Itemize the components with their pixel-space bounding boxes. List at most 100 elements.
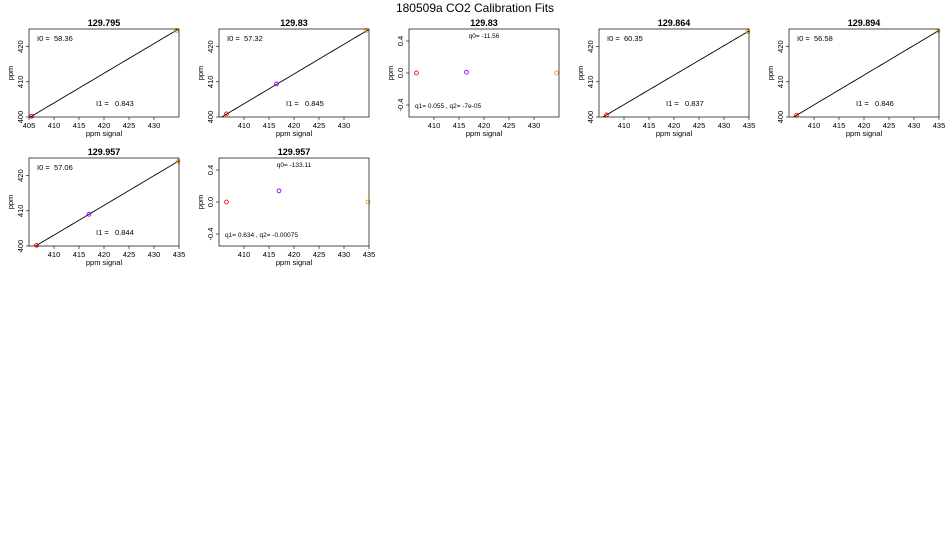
x-tick-label: 415	[73, 250, 86, 259]
y-tick-label: 400	[16, 240, 25, 253]
y-tick-label: 410	[206, 76, 215, 89]
x-tick-label: 430	[338, 121, 351, 130]
fit-annotation-label: I0 =	[797, 34, 810, 43]
x-tick-label: 405	[23, 121, 36, 130]
fit-annotation-value: 0.844	[115, 228, 134, 237]
x-tick-label: 420	[858, 121, 871, 130]
fit-annotation-label: I1 =	[96, 99, 109, 108]
x-axis-label: ppm signal	[466, 129, 503, 138]
data-point-high	[175, 159, 181, 164]
fit-line	[792, 30, 939, 117]
x-tick-label: 420	[288, 250, 301, 259]
x-tick-label: 415	[263, 250, 276, 259]
y-tick-label: -0.4	[206, 228, 215, 241]
fit-annotation-label: I1 =	[96, 228, 109, 237]
data-point-mid	[86, 211, 92, 217]
y-tick-label: 420	[586, 40, 595, 53]
fit-line	[602, 30, 749, 117]
panel-title: 129.83	[470, 18, 498, 28]
fit-line	[220, 29, 369, 117]
x-axis-label: ppm signal	[276, 129, 313, 138]
x-tick-label: 410	[238, 121, 251, 130]
panel-grid: 129.795 405 410 415 420 425 430 ppm signal 400 41…	[6, 18, 945, 267]
y-tick-label: 420	[206, 40, 215, 53]
calibration-panel: 129.864 410 415 420 425 430 435 ppm signal 400 41…	[576, 18, 755, 138]
y-tick-label: 0.0	[396, 68, 405, 78]
panel-title: 129.957	[278, 147, 311, 157]
y-axis-label: ppm	[576, 66, 585, 81]
panel-title: 129.795	[88, 18, 121, 28]
x-axis-label: ppm signal	[656, 129, 693, 138]
y-tick-label: 400	[776, 111, 785, 124]
panel-title: 129.894	[848, 18, 881, 28]
y-axis-label: ppm	[766, 66, 775, 81]
y-tick-label: 400	[206, 111, 215, 124]
x-tick-label: 425	[693, 121, 706, 130]
fit-annotation-label: I1 =	[666, 99, 679, 108]
x-tick-label: 415	[73, 121, 86, 130]
x-tick-label: 435	[743, 121, 756, 130]
fit-annotation: q0= -11.56	[469, 33, 500, 40]
fit-annotation-value: 60.35	[624, 34, 643, 43]
y-tick-label: 420	[776, 40, 785, 53]
x-tick-label: 415	[263, 121, 276, 130]
data-point-high	[364, 28, 369, 33]
y-axis-label: ppm	[196, 66, 205, 81]
fit-annotation-value: 0.843	[115, 99, 134, 108]
y-tick-label: 400	[16, 111, 25, 124]
x-tick-label: 410	[238, 250, 251, 259]
fit-annotation-value: 0.846	[875, 99, 894, 108]
x-tick-label: 420	[98, 121, 111, 130]
fit-annotation-value: 58.36	[54, 34, 73, 43]
y-tick-label: 420	[16, 40, 25, 53]
x-tick-label: 435	[363, 250, 376, 259]
y-tick-label: 410	[776, 76, 785, 89]
calibration-panel: 129.83 410 415 420 425 430 ppm signal 400 410 420…	[196, 18, 370, 138]
y-tick-label: 410	[16, 76, 25, 89]
y-axis-label: ppm	[196, 195, 205, 210]
y-tick-label: 0.4	[396, 36, 405, 46]
fit-annotation: q1= 0.634 , q2= -0.00075	[225, 232, 298, 239]
x-tick-label: 410	[428, 121, 441, 130]
y-axis-label: ppm	[386, 66, 395, 81]
x-tick-label: 410	[618, 121, 631, 130]
x-tick-label: 415	[453, 121, 466, 130]
panel-title: 129.864	[658, 18, 691, 28]
y-axis-label: ppm	[6, 195, 15, 210]
fit-annotation-value: 0.837	[685, 99, 704, 108]
x-tick-label: 430	[148, 250, 161, 259]
data-point-mid	[274, 81, 279, 87]
fit-annotation-value: 0.845	[305, 99, 324, 108]
x-tick-label: 410	[808, 121, 821, 130]
fit-annotation-value: 57.06	[54, 163, 73, 172]
fit-annotation-label: I1 =	[286, 99, 299, 108]
x-tick-label: 420	[478, 121, 491, 130]
x-tick-label: 420	[98, 250, 111, 259]
fit-line	[29, 29, 179, 117]
fit-annotation: q1= 0.055 , q2= -7e-05	[415, 103, 482, 110]
calibration-panel: 129.83 410 415 420 425 430 ppm signal -0.4 0.0 0.…	[386, 18, 560, 138]
x-tick-label: 425	[123, 250, 136, 259]
x-tick-label: 420	[668, 121, 681, 130]
x-tick-label: 425	[313, 250, 326, 259]
x-tick-label: 410	[48, 250, 61, 259]
y-tick-label: 0.0	[206, 197, 215, 207]
panel-title: 129.957	[88, 147, 121, 157]
data-point-high	[365, 199, 371, 205]
x-tick-label: 425	[313, 121, 326, 130]
x-tick-label: 425	[503, 121, 516, 130]
x-tick-label: 425	[123, 121, 136, 130]
y-tick-label: 420	[16, 169, 25, 182]
x-tick-label: 430	[148, 121, 161, 130]
x-tick-label: 430	[908, 121, 921, 130]
y-tick-label: -0.4	[396, 99, 405, 112]
data-point-low	[224, 111, 229, 117]
fit-annotation-label: I0 =	[37, 34, 50, 43]
fit-line	[34, 160, 179, 246]
panel-title: 129.83	[280, 18, 308, 28]
x-axis-label: ppm signal	[276, 258, 313, 267]
fit-annotation-value: 57.32	[244, 34, 263, 43]
data-point-low	[414, 70, 419, 76]
calibration-panel: 129.957 410 415 420 425 430 435 ppm signal 400 41…	[6, 147, 185, 267]
